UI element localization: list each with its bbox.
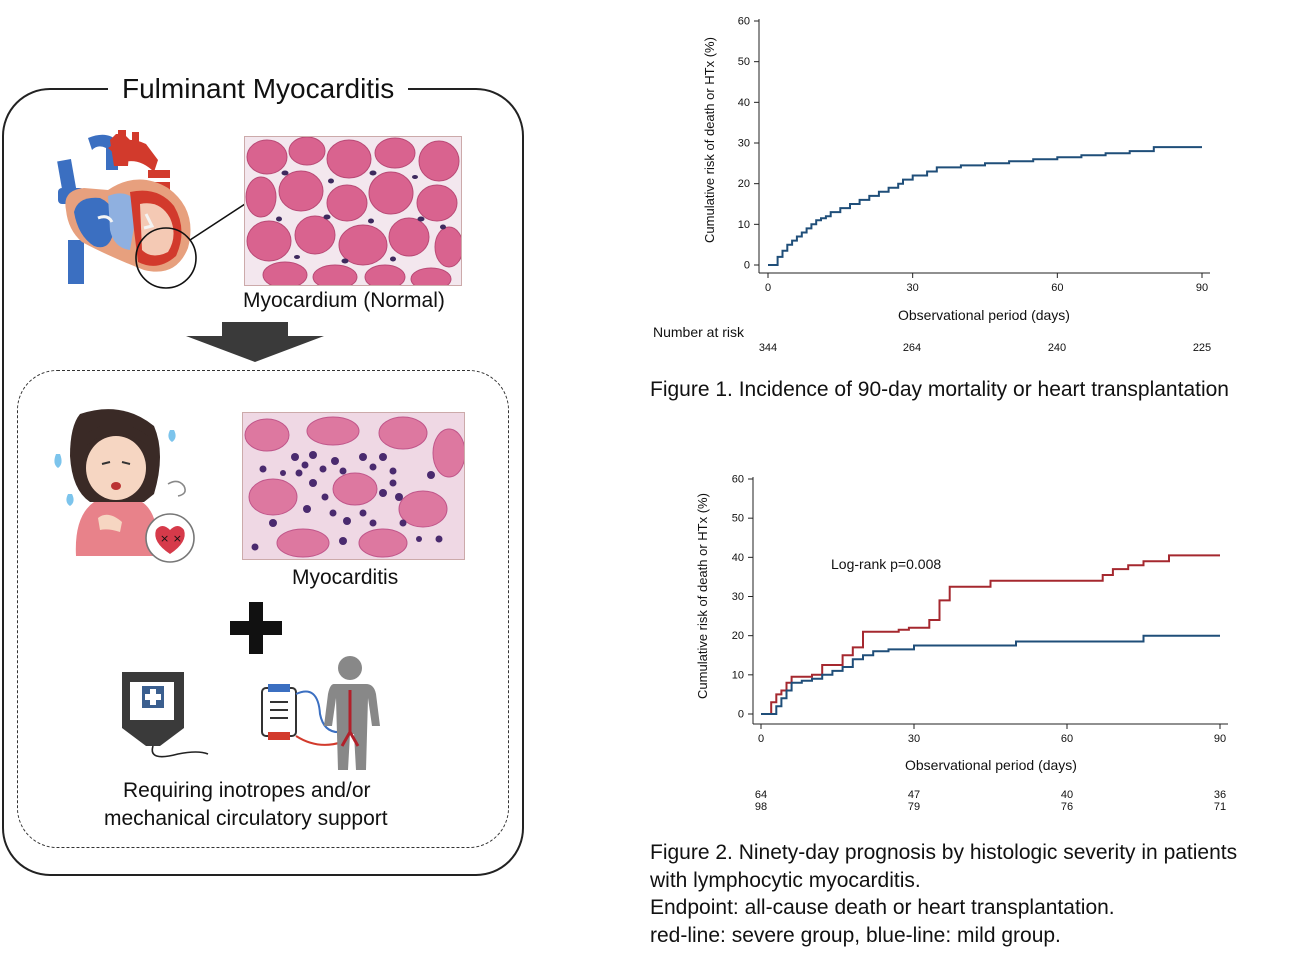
fig1-number-at-risk-label: Number at risk [653, 324, 745, 340]
fig1-x-tick-label: 90 [1196, 282, 1208, 294]
myocarditis-caption: Myocarditis [292, 566, 399, 589]
fig2-y-tick-label: 60 [732, 474, 744, 486]
figure2-caption-line: red-line: severe group, blue-line: mild … [650, 923, 1061, 947]
figure2-caption-line: with lymphocytic myocarditis. [650, 868, 921, 892]
svg-text:× ×: × × [160, 532, 182, 545]
down-arrow-icon [186, 322, 324, 362]
plus-icon [230, 602, 282, 654]
fig1-risk-value: 240 [1048, 342, 1066, 354]
patient-illustration-icon: × × [54, 409, 195, 563]
fig2-risk-row2: 98 [755, 801, 767, 813]
figure2-caption: Figure 2. Ninety-day prognosis by histol… [650, 839, 1290, 949]
fig1-series-line-0 [768, 146, 1202, 266]
fig2-series-line-0 [761, 554, 1220, 715]
fig2-y-tick-label: 20 [732, 630, 744, 642]
fig1-risk-value: 344 [759, 342, 777, 354]
fig2-y-tick-label: 30 [732, 591, 744, 603]
fig2-risk-row1: 36 [1214, 789, 1226, 801]
fig2-y-tick-label: 40 [732, 552, 744, 564]
fig1-y-tick-label: 10 [738, 219, 750, 231]
fig2-x-tick-label: 0 [758, 733, 764, 745]
fig2-risk-row1: 47 [908, 789, 920, 801]
inner-dashed-frame [17, 370, 509, 848]
requirement-caption-line1: Requiring inotropes and/or [123, 779, 371, 802]
fig2-risk-row2: 71 [1214, 801, 1226, 813]
fig2-x-tick-label: 30 [908, 733, 920, 745]
fig1-x-tick-label: 0 [765, 282, 771, 294]
fig1-y-tick-label: 50 [738, 56, 750, 68]
requirement-caption-line2: mechanical circulatory support [104, 807, 388, 830]
fig2-y-tick-label: 10 [732, 669, 744, 681]
fig1-y-tick-label: 0 [744, 260, 750, 272]
fig1-x-tick-label: 60 [1051, 282, 1063, 294]
myocarditis-histology-image [242, 412, 465, 560]
fig1-y-tick-label: 60 [738, 16, 750, 28]
figure2-caption-line: Endpoint: all-cause death or heart trans… [650, 896, 1115, 919]
figure1-caption: Figure 1. Incidence of 90-day mortality … [650, 378, 1229, 401]
fig1-x-tick-label: 30 [907, 282, 919, 294]
fig2-risk-row1: 40 [1061, 789, 1073, 801]
fig1-xlabel: Observational period (days) [898, 307, 1070, 323]
fig2-risk-row1: 64 [755, 789, 767, 801]
fig1-risk-value: 264 [903, 342, 921, 354]
fig1-ylabel: Cumulative risk of death or HTx (%) [702, 37, 717, 243]
fig2-y-tick-label: 0 [738, 709, 744, 721]
fig2-risk-row2: 79 [908, 801, 920, 813]
fig2-x-tick-label: 90 [1214, 733, 1226, 745]
figure1-chart: Cumulative risk of death or HTx (%) Obse… [653, 16, 1211, 355]
heart-anatomy-icon [57, 130, 246, 289]
normal-caption: Myocardium (Normal) [243, 289, 445, 312]
fig2-xlabel: Observational period (days) [905, 757, 1077, 773]
fig2-risk-row2: 76 [1061, 801, 1073, 813]
circulatory-support-icon [261, 656, 380, 770]
fig1-y-tick-label: 30 [738, 138, 750, 150]
fig2-logrank-annotation: Log-rank p=0.008 [831, 556, 941, 572]
fig1-y-tick-label: 40 [738, 97, 750, 109]
fig1-risk-value: 225 [1193, 342, 1211, 354]
normal-histology-image [244, 136, 462, 286]
fig2-ylabel: Cumulative risk of death or HTx (%) [695, 493, 710, 699]
figure2-chart: Cumulative risk of death or HTx (%) Obse… [695, 474, 1228, 813]
fig2-series-line-1 [761, 634, 1220, 715]
fig2-y-tick-label: 50 [732, 513, 744, 525]
fig2-x-tick-label: 60 [1061, 733, 1073, 745]
figure2-caption-line: Figure 2. Ninety-day prognosis by histol… [650, 841, 1238, 864]
fig1-y-tick-label: 20 [738, 178, 750, 190]
inotrope-bag-icon [122, 672, 209, 758]
panel-title: Fulminant Myocarditis [108, 70, 409, 108]
